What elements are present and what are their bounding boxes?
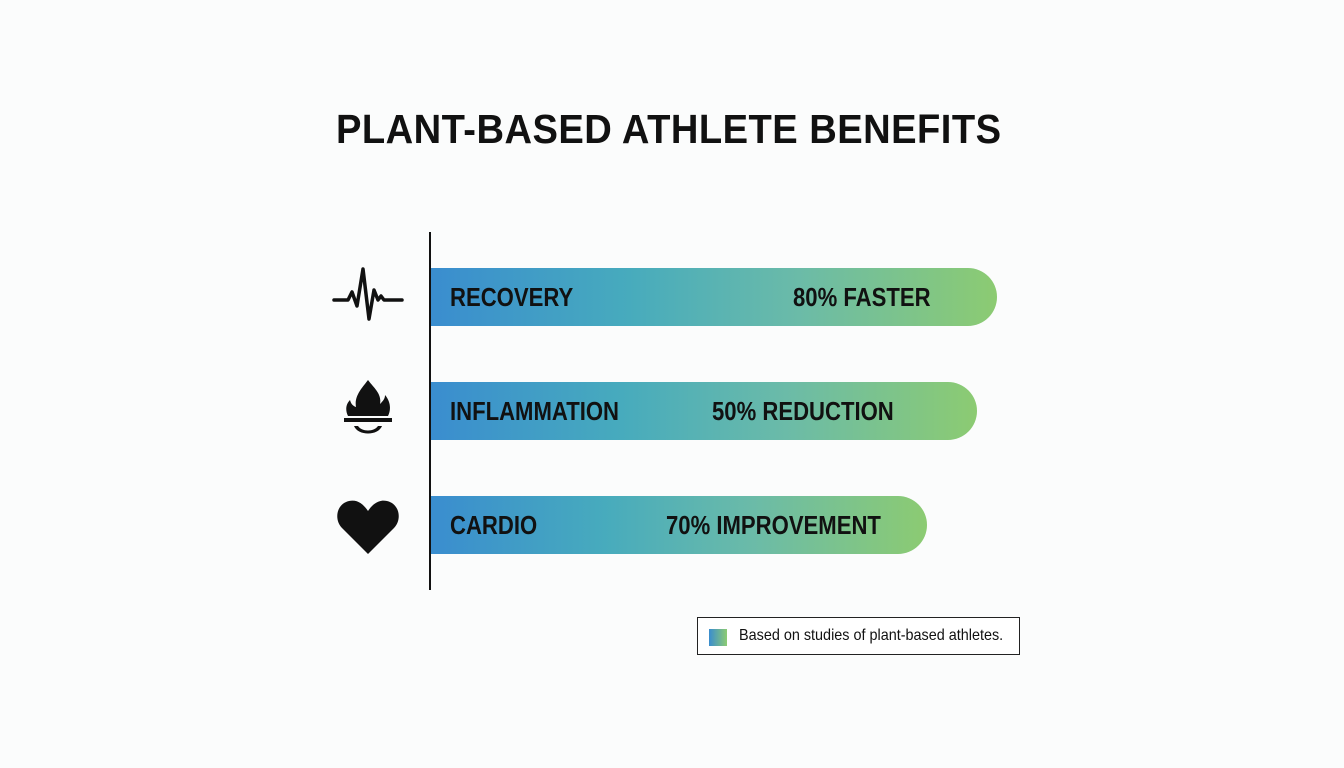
bar-value-label: 70% IMPROVEMENT <box>666 510 881 540</box>
bar-value-label: 80% FASTER <box>793 282 931 312</box>
heart-icon <box>337 500 399 554</box>
legend-text: Based on studies of plant-based athletes… <box>739 627 1004 644</box>
bar-value-label: 50% REDUCTION <box>712 396 894 426</box>
legend-swatch <box>709 629 727 646</box>
bar-label: CARDIO <box>450 510 538 540</box>
flame-icon <box>344 380 392 434</box>
y-axis-line <box>429 232 431 590</box>
bar-recovery: RECOVERY 80% FASTER <box>431 268 997 326</box>
bar-label: RECOVERY <box>450 282 574 312</box>
heartbeat-icon <box>332 267 404 321</box>
bar-label: INFLAMMATION <box>450 396 619 426</box>
legend: Based on studies of plant-based athletes… <box>697 617 1020 655</box>
bar-cardio: CARDIO 70% IMPROVEMENT <box>431 496 927 554</box>
chart-title: PLANT-BASED ATHLETE BENEFITS <box>336 106 1002 152</box>
bar-inflammation: INFLAMMATION 50% REDUCTION <box>431 382 977 440</box>
